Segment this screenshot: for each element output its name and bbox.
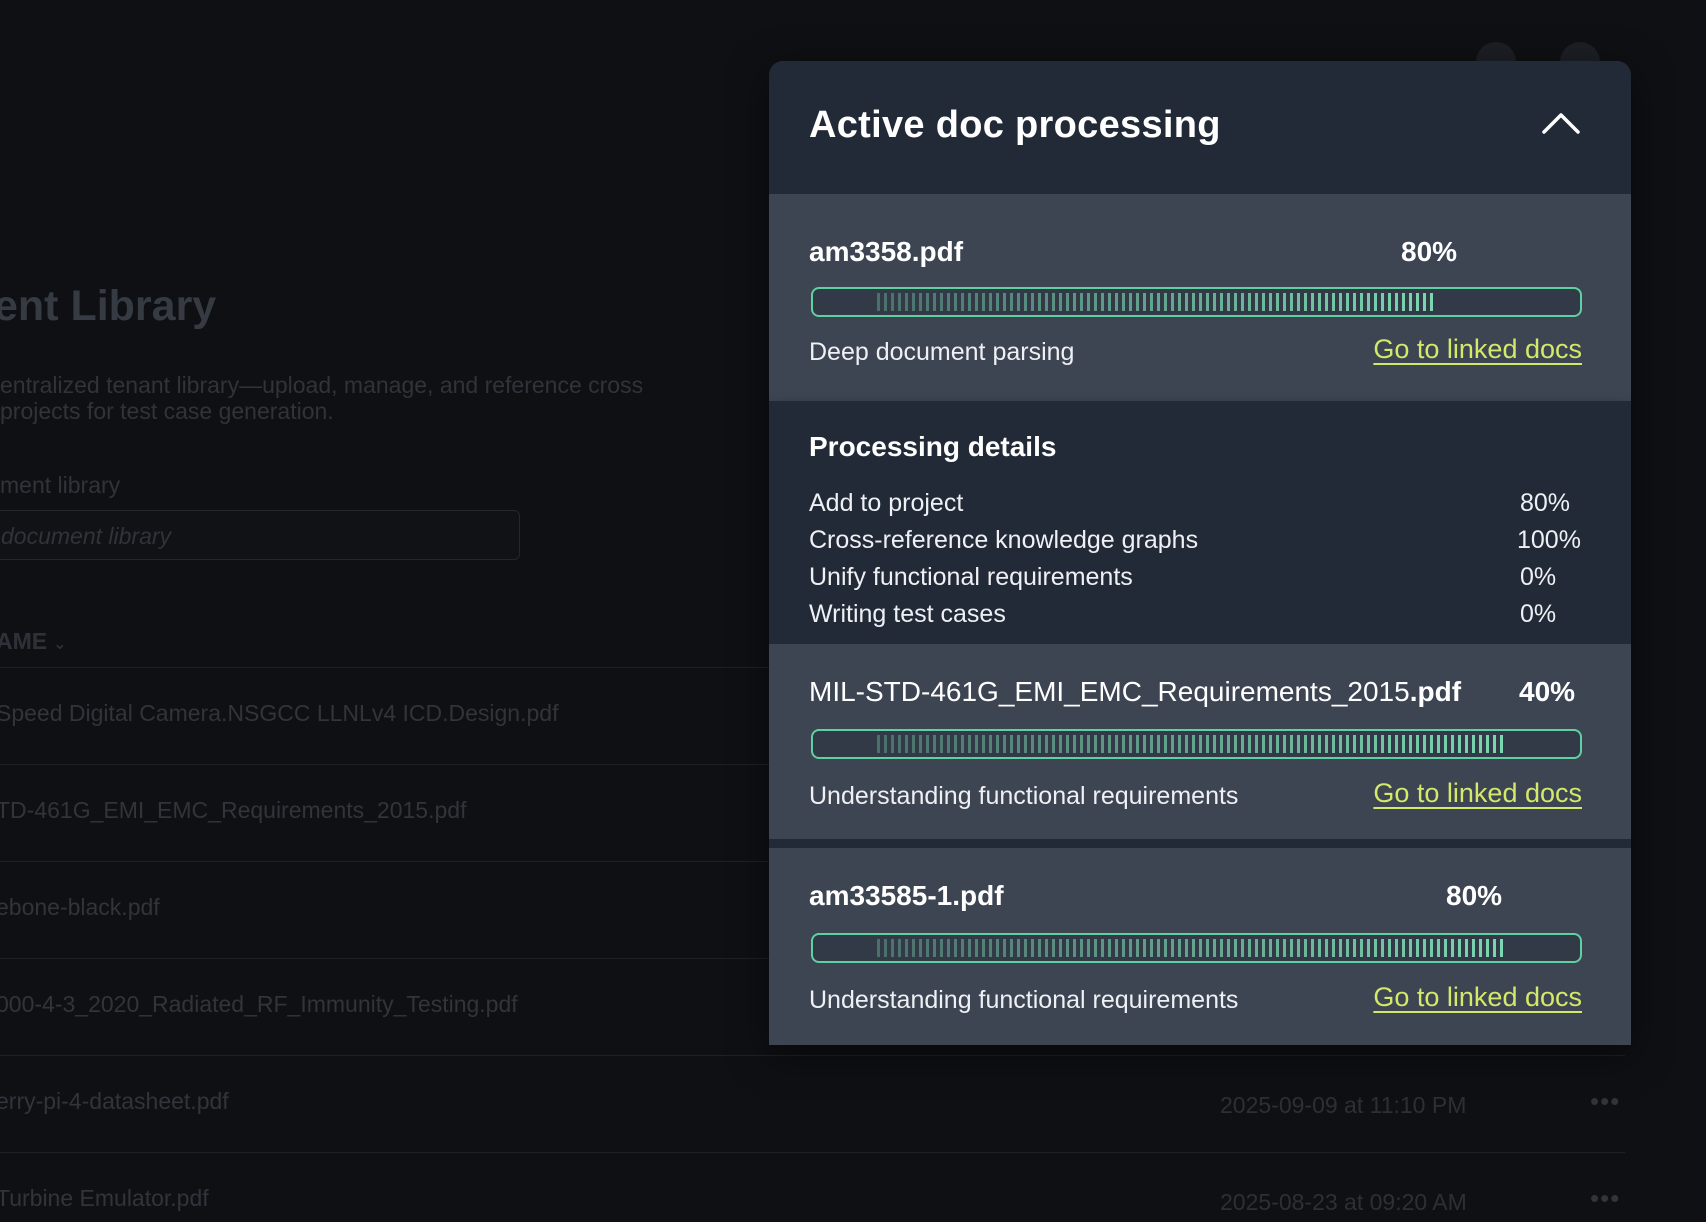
step-value: 0% bbox=[1520, 563, 1557, 591]
active-doc-processing-panel: Active doc processing am3358.pdf 80% Dee… bbox=[769, 61, 1631, 1045]
progress-fill bbox=[877, 735, 1504, 753]
processing-job: am3358.pdf 80% Deep document parsing Go … bbox=[769, 194, 1631, 401]
page-title: ent Library bbox=[0, 282, 217, 330]
detail-step: Cross-reference knowledge graphs 100% bbox=[809, 526, 1581, 560]
more-icon[interactable]: ••• bbox=[1590, 1086, 1621, 1116]
detail-step: Writing test cases 0% bbox=[809, 600, 1579, 634]
step-value: 80% bbox=[1520, 489, 1571, 517]
file-name[interactable]: erry-pi-4-datasheet.pdf bbox=[0, 1088, 229, 1114]
upload-date: 2025-08-23 at 09:20 AM bbox=[1220, 1189, 1467, 1215]
step-value: 0% bbox=[1520, 600, 1557, 628]
more-icon[interactable]: ••• bbox=[1590, 1183, 1621, 1213]
job-progress-bar bbox=[811, 729, 1582, 759]
job-progress-bar bbox=[811, 933, 1582, 963]
search-label: ment library bbox=[0, 472, 121, 498]
chevron-down-icon: ⌄ bbox=[53, 636, 67, 653]
step-label: Add to project bbox=[809, 489, 964, 517]
name-column-header[interactable]: AME ⌄ bbox=[0, 628, 67, 655]
step-value: 100% bbox=[1517, 526, 1581, 554]
job-status: Deep document parsing bbox=[809, 338, 1075, 366]
file-name[interactable]: TD-461G_EMI_EMC_Requirements_2015.pdf bbox=[0, 797, 467, 823]
processing-details: Processing details Add to project 80% Cr… bbox=[769, 401, 1631, 644]
progress-fill bbox=[877, 939, 1504, 957]
job-status: Understanding functional requirements bbox=[809, 986, 1239, 1014]
collapse-button[interactable] bbox=[1537, 99, 1585, 147]
go-to-linked-docs-link[interactable]: Go to linked docs bbox=[1373, 982, 1582, 1012]
go-to-linked-docs-link[interactable]: Go to linked docs bbox=[1373, 334, 1582, 364]
chevron-up-icon bbox=[1542, 113, 1580, 134]
file-name[interactable]: ebone-black.pdf bbox=[0, 894, 160, 920]
processing-job: am33585-1.pdf 80% Understanding function… bbox=[769, 848, 1631, 1045]
job-file-basename: MIL-STD-461G_EMI_EMC_Requirements_2015 bbox=[809, 676, 1410, 707]
detail-step: Add to project 80% bbox=[809, 489, 1579, 523]
go-to-linked-docs-link[interactable]: Go to linked docs bbox=[1373, 778, 1582, 808]
job-file-name: MIL-STD-461G_EMI_EMC_Requirements_2015.p… bbox=[809, 676, 1461, 708]
detail-step: Unify functional requirements 0% bbox=[809, 563, 1579, 597]
job-percent: 80% bbox=[1401, 236, 1458, 267]
file-name[interactable]: Speed Digital Camera.NSGCC LLNLv4 ICD.De… bbox=[0, 700, 559, 726]
table-row[interactable]: Turbine Emulator.pdf 2025-08-23 at 09:20… bbox=[0, 1152, 1625, 1222]
upload-date: 2025-09-09 at 11:10 PM bbox=[1220, 1092, 1467, 1118]
table-row[interactable]: erry-pi-4-datasheet.pdf 2025-09-09 at 11… bbox=[0, 1055, 1625, 1152]
job-file-name: am3358.pdf bbox=[809, 236, 964, 267]
step-label: Writing test cases bbox=[809, 600, 1006, 628]
job-file-extension: .pdf bbox=[1409, 676, 1462, 707]
page-description: entralized tenant library—upload, manage… bbox=[0, 372, 644, 424]
file-name[interactable]: Turbine Emulator.pdf bbox=[0, 1185, 209, 1211]
step-label: Cross-reference knowledge graphs bbox=[809, 526, 1199, 554]
column-header-label: AME bbox=[0, 628, 48, 654]
job-percent: 40% bbox=[1519, 676, 1576, 707]
details-title: Processing details bbox=[809, 431, 1057, 462]
step-label: Unify functional requirements bbox=[809, 563, 1133, 591]
panel-header: Active doc processing bbox=[769, 61, 1631, 194]
processing-job: MIL-STD-461G_EMI_EMC_Requirements_2015.p… bbox=[769, 644, 1631, 839]
job-status: Understanding functional requirements bbox=[809, 782, 1239, 810]
job-file-name: am33585-1.pdf bbox=[809, 880, 1004, 911]
progress-fill bbox=[877, 293, 1435, 311]
job-progress-bar bbox=[811, 287, 1582, 317]
search-input[interactable]: document library bbox=[0, 510, 520, 560]
panel-title: Active doc processing bbox=[809, 104, 1221, 146]
job-percent: 80% bbox=[1446, 880, 1503, 911]
file-name[interactable]: 000-4-3_2020_Radiated_RF_Immunity_Testin… bbox=[0, 991, 518, 1017]
